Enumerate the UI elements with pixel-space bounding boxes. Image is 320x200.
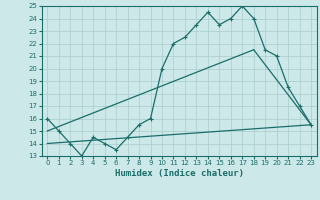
X-axis label: Humidex (Indice chaleur): Humidex (Indice chaleur)	[115, 169, 244, 178]
